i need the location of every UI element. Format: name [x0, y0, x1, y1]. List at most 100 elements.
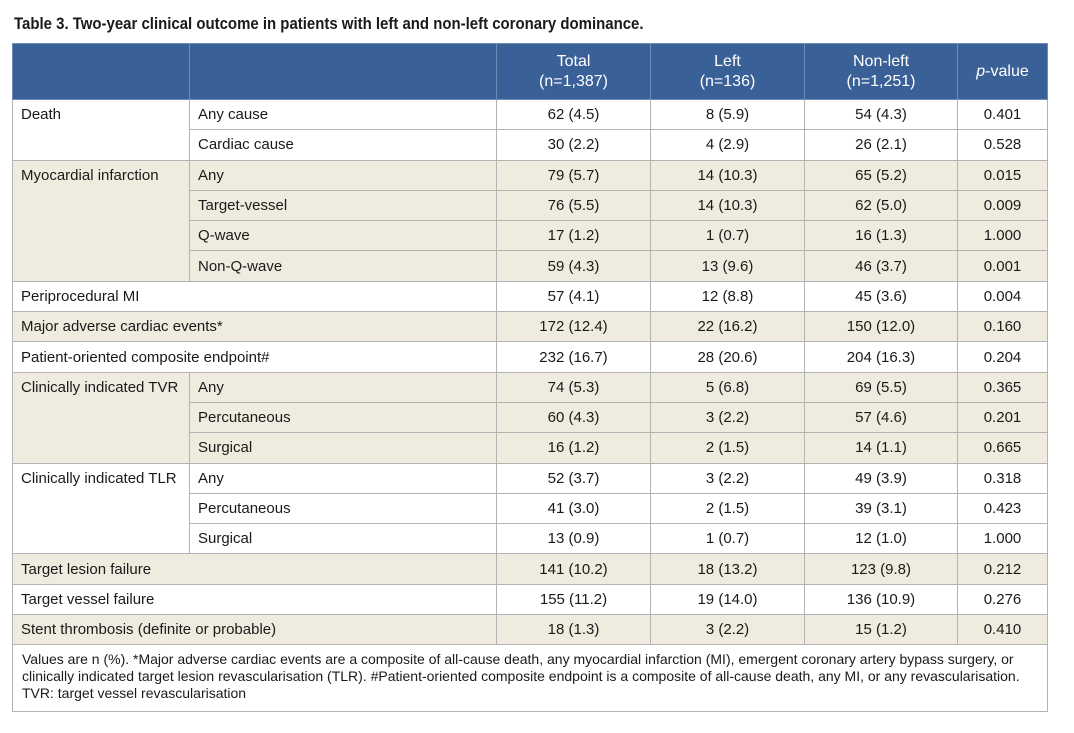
cell-pvalue: 0.410: [957, 614, 1048, 646]
table-row: Non-Q-wave 59 (4.3) 13 (9.6) 46 (3.7) 0.001: [13, 250, 1048, 282]
cell-pvalue: 0.009: [957, 189, 1048, 222]
table-row: Patient-oriented composite endpoint# 232 …: [12, 341, 1048, 373]
cell-left: 19 (14.0): [650, 583, 805, 616]
row-sub-label: Surgical: [189, 523, 497, 555]
row-outcome-label: Target vessel failure: [12, 583, 497, 616]
header-left-label: Left: [714, 52, 741, 70]
table-caption: Table 3. Two-year clinical outcome in pa…: [14, 14, 644, 33]
cell-left: 1 (0.7): [650, 523, 805, 555]
cell-nonleft: 136 (10.9): [804, 583, 958, 616]
cell-pvalue: 0.212: [957, 553, 1048, 585]
cell-pvalue: 1.000: [957, 220, 1048, 252]
row-outcome-label: Periprocedural MI: [12, 280, 497, 313]
table-row: Q-wave 17 (1.2) 1 (0.7) 16 (1.3) 1.000: [13, 220, 1048, 252]
cell-nonleft: 69 (5.5): [804, 371, 958, 403]
cell-left: 22 (16.2): [650, 311, 805, 343]
cell-nonleft: 204 (16.3): [804, 341, 958, 373]
table-row: Cardiac cause 30 (2.2) 4 (2.9) 26 (2.1) 0.52…: [13, 129, 1048, 161]
cell-total: 18 (1.3): [496, 614, 651, 646]
row-sub-label: Percutaneous: [189, 492, 497, 525]
cell-left: 14 (10.3): [650, 159, 805, 191]
row-outcome-label: Stent thrombosis (definite or probable): [12, 614, 497, 646]
row-group-label: Clinically indicated TLR: [12, 462, 190, 555]
cell-total: 172 (12.4): [496, 311, 651, 343]
cell-nonleft: 150 (12.0): [804, 311, 958, 343]
header-nonleft-n: (n=1,251): [846, 72, 916, 90]
cell-total: 13 (0.9): [496, 523, 651, 555]
table-row: Clinically indicated TVR Any 74 (5.3) 5 (6.…: [12, 371, 1048, 464]
row-sub-label: Cardiac cause: [189, 129, 497, 161]
row-sub-label: Non-Q-wave: [189, 250, 497, 282]
header-pvalue-p: p: [976, 62, 986, 80]
table-row: Stent thrombosis (definite or probable) 1…: [12, 614, 1048, 646]
table-row: Clinically indicated TLR Any 52 (3.7) 3 (2.…: [12, 462, 1048, 555]
cell-pvalue: 0.201: [957, 401, 1048, 434]
cell-nonleft: 14 (1.1): [804, 432, 958, 464]
cell-pvalue: 0.160: [957, 311, 1048, 343]
cell-left: 3 (2.2): [650, 462, 805, 494]
header-total: Total (n=1,387): [496, 43, 651, 100]
header-total-n: (n=1,387): [539, 72, 608, 90]
cell-total: 30 (2.2): [496, 129, 651, 161]
cell-left: 13 (9.6): [650, 250, 805, 282]
cell-nonleft: 57 (4.6): [804, 401, 958, 434]
row-sub-label: Any: [189, 371, 497, 403]
table-row: Periprocedural MI 57 (4.1) 12 (8.8) 45 (3.6…: [12, 280, 1048, 313]
cell-pvalue: 0.528: [957, 129, 1048, 161]
header-nonleft-label: Non-left: [852, 52, 910, 70]
table-row: Percutaneous 60 (4.3) 3 (2.2) 57 (4.6) 0.201: [13, 401, 1048, 434]
header-pvalue: p-value: [957, 43, 1048, 100]
cell-total: 52 (3.7): [496, 462, 651, 494]
outcome-table: Total (n=1,387) Left (n=136) Non-left (n…: [12, 43, 1048, 646]
cell-pvalue: 0.423: [957, 492, 1048, 525]
cell-pvalue: 0.318: [957, 462, 1048, 494]
cell-left: 2 (1.5): [650, 492, 805, 525]
cell-total: 59 (4.3): [496, 250, 651, 282]
header-blank-1: [12, 43, 190, 100]
cell-nonleft: 123 (9.8): [804, 553, 958, 585]
cell-left: 12 (8.8): [650, 280, 805, 313]
header-left-n: (n=136): [699, 72, 756, 90]
cell-nonleft: 65 (5.2): [804, 159, 958, 191]
row-sub-label: Any: [189, 462, 497, 494]
cell-nonleft: 16 (1.3): [804, 220, 958, 252]
cell-left: 14 (10.3): [650, 189, 805, 222]
row-sub-label: Any cause: [189, 98, 497, 131]
cell-nonleft: 26 (2.1): [804, 129, 958, 161]
cell-left: 5 (6.8): [650, 371, 805, 403]
row-outcome-label: Major adverse cardiac events*: [12, 311, 497, 343]
cell-pvalue: 0.665: [957, 432, 1048, 464]
cell-left: 28 (20.6): [650, 341, 805, 373]
cell-total: 57 (4.1): [496, 280, 651, 313]
header-blank-2: [189, 43, 497, 100]
row-sub-label: Target-vessel: [189, 189, 497, 222]
cell-left: 18 (13.2): [650, 553, 805, 585]
cell-total: 232 (16.7): [496, 341, 651, 373]
row-group-label: Death: [12, 99, 190, 161]
cell-total: 16 (1.2): [496, 432, 651, 464]
cell-total: 60 (4.3): [496, 401, 651, 434]
header-row: Total (n=1,387) Left (n=136) Non-left (n…: [12, 43, 1048, 100]
cell-pvalue: 0.015: [957, 159, 1048, 191]
row-sub-label: Any: [189, 159, 497, 191]
cell-pvalue: 0.401: [957, 98, 1048, 131]
cell-total: 155 (11.2): [496, 583, 651, 616]
cell-pvalue: 1.000: [957, 523, 1048, 555]
row-group-label: Clinically indicated TVR: [12, 371, 190, 464]
table-row: Percutaneous 41 (3.0) 2 (1.5) 39 (3.1) 0.423: [13, 492, 1048, 525]
header-pvalue-rest: -value: [985, 62, 1029, 80]
cell-left: 2 (1.5): [650, 432, 805, 464]
cell-pvalue: 0.001: [957, 250, 1048, 282]
cell-total: 74 (5.3): [496, 371, 651, 403]
cell-total: 79 (5.7): [496, 159, 651, 191]
row-group-label: Myocardial infarction: [12, 159, 190, 282]
cell-left: 3 (2.2): [650, 401, 805, 434]
header-nonleft: Non-left (n=1,251): [804, 43, 958, 100]
table-row: Surgical 16 (1.2) 2 (1.5) 14 (1.1) 0.665: [13, 432, 1048, 464]
cell-left: 3 (2.2): [650, 614, 805, 646]
cell-left: 1 (0.7): [650, 220, 805, 252]
row-sub-label: Q-wave: [189, 220, 497, 252]
cell-nonleft: 46 (3.7): [804, 250, 958, 282]
cell-pvalue: 0.365: [957, 371, 1048, 403]
table-footnote: Values are n (%). *Major adverse cardiac…: [12, 645, 1048, 712]
